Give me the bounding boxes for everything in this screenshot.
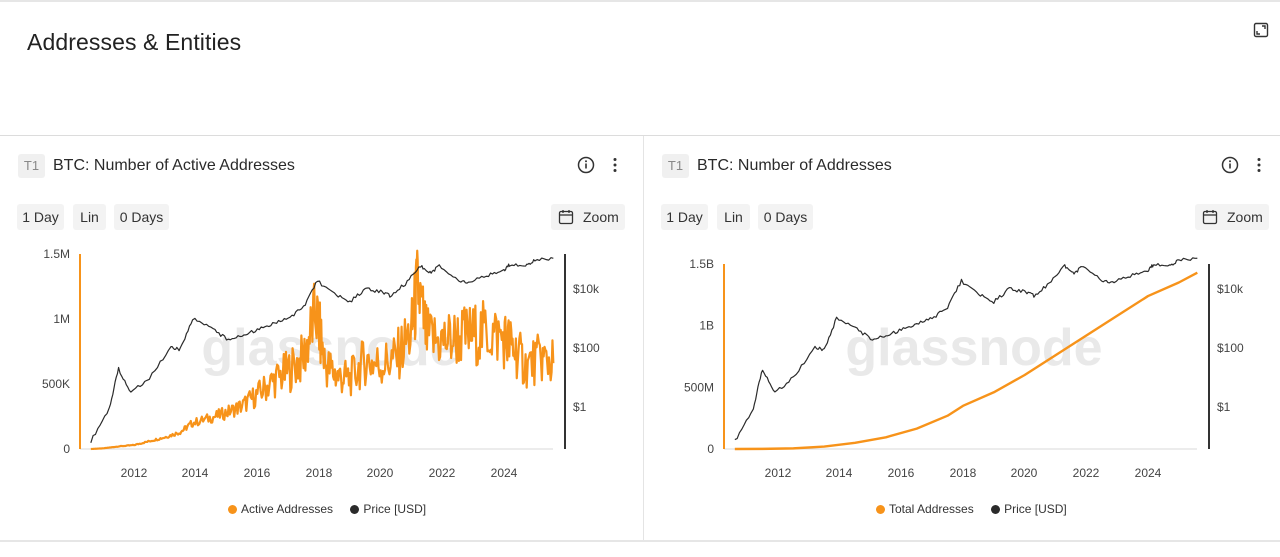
x-tick-label: 2022 (429, 466, 456, 480)
tier-badge: T1 (662, 154, 689, 178)
x-tick-label: 2020 (1011, 466, 1038, 480)
more-options-icon[interactable] (1253, 156, 1265, 174)
x-tick-label: 2012 (765, 466, 792, 480)
series-line-total-addresses (734, 271, 1198, 451)
x-tick-label: 2016 (888, 466, 915, 480)
y-left-tick-label: 0 (63, 442, 70, 456)
legend-dot (991, 505, 1001, 514)
y-right-tick-label: $1 (573, 400, 587, 414)
y-right-tick-label: $100 (573, 341, 600, 355)
legend-dot (350, 505, 360, 514)
scale-button[interactable]: Lin (73, 204, 106, 230)
section-title: Addresses & Entities (27, 29, 242, 55)
zoom-label: Zoom (583, 209, 619, 225)
y-left-tick-label: 1B (699, 319, 714, 333)
panel-title: BTC: Number of Addresses (697, 157, 892, 174)
x-tick-label: 2018 (950, 466, 977, 480)
zoom-button[interactable]: Zoom (551, 204, 625, 230)
x-tick-label: 2014 (826, 466, 853, 480)
info-icon[interactable] (1221, 156, 1239, 174)
section-divider (0, 135, 1280, 136)
y-left-tick-label: 1M (53, 312, 70, 326)
y-left-tick-label: 1.5M (43, 247, 70, 261)
y-left-tick-label: 1.5B (689, 257, 714, 271)
zoom-label: Zoom (1227, 209, 1263, 225)
x-tick-label: 2020 (367, 466, 394, 480)
y-left-tick-label: 500K (42, 377, 70, 391)
chart-legend: Active Addresses Price [USD] (228, 502, 440, 516)
x-tick-label: 2024 (491, 466, 518, 480)
calendar-icon (558, 210, 574, 225)
scale-button[interactable]: Lin (717, 204, 750, 230)
legend-dot (876, 505, 885, 514)
y-right-tick-label: $10k (573, 282, 600, 296)
panel-divider (643, 136, 644, 540)
y-right-tick-label: $1 (1217, 400, 1231, 414)
interval-button[interactable]: 1 Day (661, 204, 708, 230)
moving-average-button[interactable]: 0 Days (758, 204, 813, 230)
bottom-border (0, 540, 1280, 542)
series-line-price (90, 257, 554, 444)
top-border (0, 0, 1280, 2)
watermark-text: glassnode (845, 319, 1102, 377)
y-right-tick-label: $100 (1217, 341, 1244, 355)
chart-number-of-addresses[interactable]: glassnode 0 500M 1B 1.5B $1 $100 $10k 2012 2014 20… (644, 240, 1280, 490)
y-right-tick-label: $10k (1217, 282, 1244, 296)
calendar-icon (1202, 210, 1218, 225)
legend-item-total-addresses[interactable]: Total Addresses (876, 502, 974, 516)
more-options-icon[interactable] (609, 156, 621, 174)
x-tick-label: 2012 (121, 466, 148, 480)
x-tick-label: 2016 (244, 466, 271, 480)
x-tick-label: 2018 (306, 466, 333, 480)
x-tick-label: 2024 (1135, 466, 1162, 480)
series-line-price (734, 257, 1198, 441)
zoom-button[interactable]: Zoom (1195, 204, 1269, 230)
y-left-tick-label: 500M (684, 380, 714, 394)
info-icon[interactable] (577, 156, 595, 174)
chart-panel-active-addresses: T1 BTC: Number of Active Addresses 1 Day… (0, 136, 643, 540)
chart-panel-number-of-addresses: T1 BTC: Number of Addresses 1 Day Lin 0 … (644, 136, 1280, 540)
x-tick-label: 2022 (1073, 466, 1100, 480)
panel-title: BTC: Number of Active Addresses (53, 157, 295, 174)
series-line-active-addresses (90, 249, 555, 451)
expand-icon[interactable] (1253, 22, 1269, 38)
chart-legend: Total Addresses Price [USD] (876, 502, 1081, 516)
moving-average-button[interactable]: 0 Days (114, 204, 169, 230)
legend-item-active-addresses[interactable]: Active Addresses (228, 502, 333, 516)
x-tick-label: 2014 (182, 466, 209, 480)
legend-dot (228, 505, 237, 514)
tier-badge: T1 (18, 154, 45, 178)
legend-item-price[interactable]: Price [USD] (991, 502, 1067, 516)
interval-button[interactable]: 1 Day (17, 204, 64, 230)
legend-item-price[interactable]: Price [USD] (350, 502, 426, 516)
y-left-tick-label: 0 (707, 442, 714, 456)
